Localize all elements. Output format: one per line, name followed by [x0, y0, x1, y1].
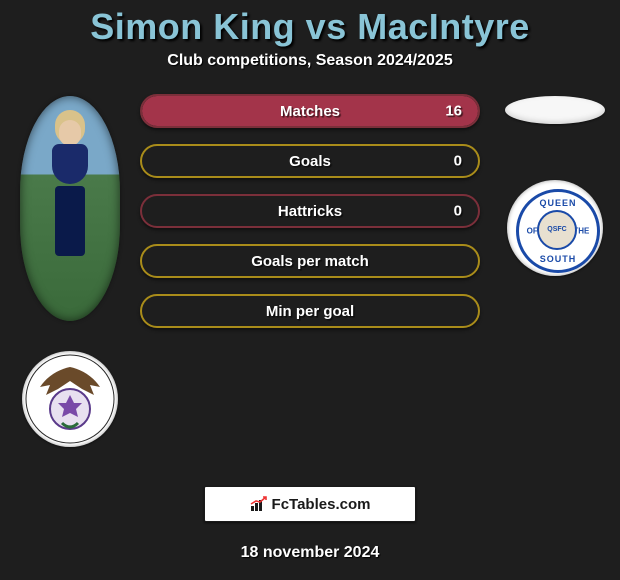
crest-center-text: QSFC	[547, 226, 566, 233]
stat-bar-label: Matches	[280, 103, 340, 120]
eagle-thistle-icon	[22, 351, 118, 447]
brand-chart-icon	[250, 496, 268, 512]
page-subtitle: Club competitions, Season 2024/2025	[0, 52, 620, 70]
stat-bars: Matches 16 Goals 0 Hattricks 0 Goals per match…	[140, 94, 480, 344]
stat-bar-value: 0	[454, 153, 462, 170]
page-root: Simon King vs MacIntyre Club competition…	[0, 6, 620, 580]
player-figure	[55, 186, 85, 256]
stat-bar-value: 16	[445, 103, 462, 120]
right-player-photo-placeholder	[505, 96, 605, 124]
footer: FcTables.com 18 november 2024	[0, 486, 620, 562]
crest-center: QSFC	[537, 210, 577, 250]
stat-bar: Goals 0	[140, 144, 480, 178]
brand-text: FcTables.com	[272, 496, 371, 513]
stat-bar-label: Min per goal	[266, 303, 354, 320]
stat-bar: Matches 16	[140, 94, 480, 128]
page-title: Simon King vs MacIntyre	[0, 6, 620, 48]
stat-bar-value: 0	[454, 203, 462, 220]
stat-bar-label: Goals	[289, 153, 331, 170]
left-team-crest	[22, 351, 118, 447]
stat-bar-label: Hattricks	[278, 203, 342, 220]
left-player-photo	[20, 96, 120, 321]
stat-bar: Goals per match	[140, 244, 480, 278]
footer-date: 18 november 2024	[241, 544, 380, 562]
brand-badge[interactable]: FcTables.com	[204, 486, 416, 522]
stat-bar: Hattricks 0	[140, 194, 480, 228]
right-team-crest: OF THE QSFC	[507, 180, 603, 276]
left-player-column	[10, 94, 130, 447]
right-player-column: OF THE QSFC	[500, 94, 610, 276]
stat-bar-label: Goals per match	[251, 253, 369, 270]
stat-bar: Min per goal	[140, 294, 480, 328]
